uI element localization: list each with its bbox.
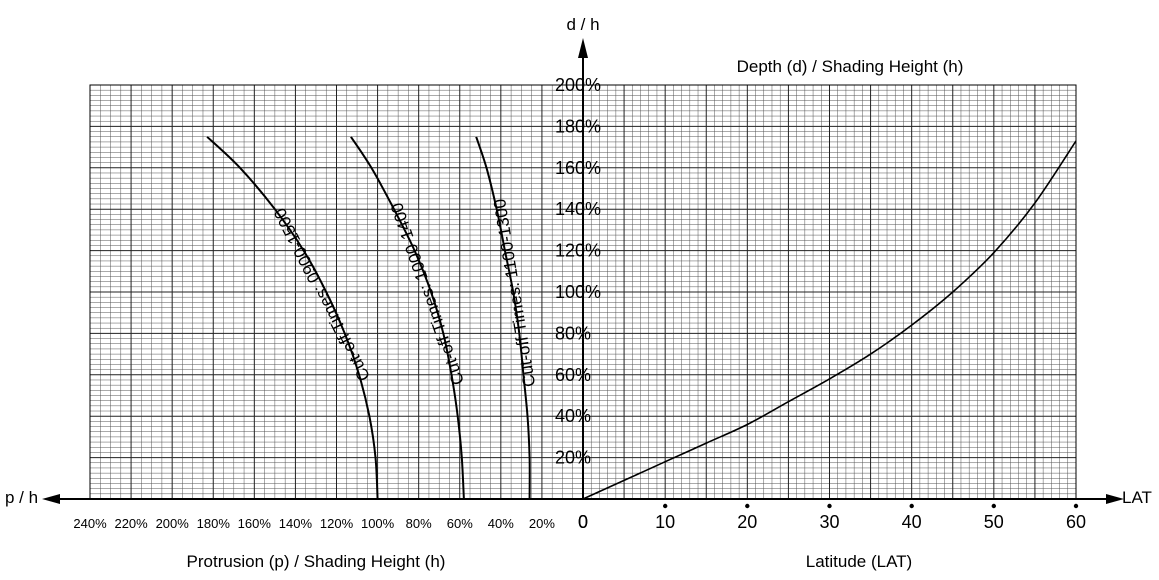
- left-x-axis-title: Protrusion (p) / Shading Height (h): [187, 552, 446, 571]
- right-x-tick-dot: [663, 503, 668, 509]
- left-x-tick-label: 0: [578, 512, 588, 532]
- left-x-tick-label: 120%: [320, 516, 354, 531]
- left-x-tick-label: 220%: [114, 516, 148, 531]
- y-tick-label: 100%: [555, 282, 601, 302]
- right-x-tick-label: 50: [984, 512, 1004, 532]
- y-tick-label: 160%: [555, 158, 601, 178]
- right-x-tick-dot: [827, 503, 832, 509]
- right-x-tick-dot: [745, 503, 750, 509]
- y-tick-label: 200%: [555, 75, 601, 95]
- left-x-tick-label: 60%: [447, 516, 473, 531]
- y-tick-label: 40%: [555, 406, 591, 426]
- cutoff-curve-1: [350, 136, 465, 500]
- cutoff-curve-label: Cut-off Times: 0900-1500: [270, 205, 374, 384]
- right-x-tick-dot: [1073, 503, 1079, 509]
- latitude-curve: [582, 140, 1077, 500]
- left-x-arrow-label: p / h: [5, 488, 38, 507]
- left-x-tick-label: 40%: [488, 516, 514, 531]
- tick-labels: 20% 40% 60% 80% 100% 120% 140% 160% 180% 200% 240%…: [73, 75, 1086, 532]
- right-x-arrow-label: LAT: [1122, 488, 1152, 507]
- left-x-tick-label: 240%: [73, 516, 107, 531]
- y-tick-label: 80%: [555, 323, 591, 343]
- y-tick-label: 20%: [555, 448, 591, 468]
- left-x-axis-arrowhead: [42, 494, 60, 504]
- left-x-tick-label: 180%: [197, 516, 231, 531]
- cutoff-curve-2: [475, 136, 531, 500]
- y-tick-label: 60%: [555, 365, 591, 385]
- y-axis-arrowhead: [578, 38, 588, 58]
- axes: [42, 38, 1124, 504]
- right-x-tick-dot: [909, 503, 914, 509]
- y-axis-title: Depth (d) / Shading Height (h): [737, 57, 964, 76]
- right-x-tick-label: 20: [737, 512, 757, 532]
- right-x-tick-label: 40: [902, 512, 922, 532]
- left-x-tick-label: 140%: [279, 516, 313, 531]
- cutoff-curve-0: [206, 136, 379, 500]
- y-axis-arrow-label: d / h: [566, 15, 599, 34]
- y-tick-label: 180%: [555, 116, 601, 136]
- right-x-tick-label: 10: [655, 512, 675, 532]
- left-x-tick-label: 80%: [406, 516, 432, 531]
- right-x-tick-label: 0: [578, 512, 588, 532]
- left-x-tick-label: 100%: [361, 516, 395, 531]
- right-x-tick-label: 30: [819, 512, 839, 532]
- y-tick-label: 140%: [555, 199, 601, 219]
- right-x-tick-label: 60: [1066, 512, 1086, 532]
- y-tick-label: 120%: [555, 241, 601, 261]
- right-x-axis-title: Latitude (LAT): [806, 552, 912, 571]
- right-x-axis-arrowhead: [1106, 494, 1124, 504]
- left-x-tick-label: 200%: [156, 516, 190, 531]
- left-x-tick-label: 160%: [238, 516, 272, 531]
- right-x-tick-dot: [991, 503, 996, 509]
- left-x-tick-label: 20%: [529, 516, 555, 531]
